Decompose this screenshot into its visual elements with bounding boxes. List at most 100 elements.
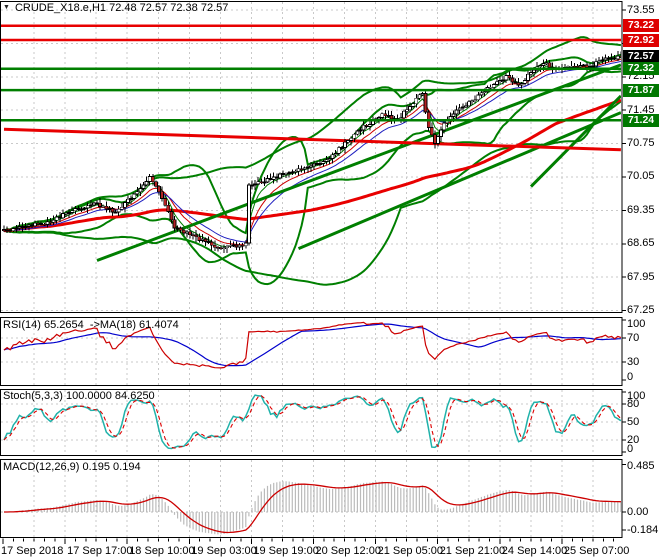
- candle-body: [293, 170, 298, 173]
- candle-body: [14, 227, 19, 230]
- time-axis-label: 17 Sep 17:00: [67, 545, 133, 557]
- candle-body: [110, 207, 115, 213]
- candle-body: [54, 216, 59, 221]
- candle-body: [429, 127, 434, 136]
- candle-body: [138, 187, 143, 193]
- candle-body: [414, 97, 419, 105]
- main-plot: [3, 36, 621, 286]
- candle-body: [482, 91, 487, 94]
- candle-body: [330, 154, 335, 160]
- price-axis-label: 73.55: [627, 3, 655, 16]
- candle-body: [460, 106, 465, 109]
- candle-body: [321, 160, 326, 164]
- candle-body: [594, 61, 598, 67]
- candle-body: [222, 247, 227, 250]
- candle-body: [494, 81, 499, 85]
- trendline-green: [297, 111, 621, 250]
- macd-axis-label: 0.00: [627, 505, 649, 518]
- price-axis-label: 69.35: [627, 203, 655, 216]
- candles: [2, 51, 621, 253]
- candle-body: [318, 163, 323, 165]
- candle-body: [463, 105, 468, 108]
- macd-signal-line: [4, 481, 621, 534]
- candle-body: [507, 75, 512, 79]
- candle-body: [166, 204, 171, 212]
- rsi-ma-line: [3, 323, 621, 367]
- candle-body: [591, 65, 595, 68]
- price-axis-label: 70.75: [627, 137, 655, 150]
- candle-body: [123, 202, 127, 208]
- candle-body: [470, 100, 475, 103]
- bollinger20-upper: [3, 53, 621, 235]
- candle-body: [467, 101, 471, 107]
- macd-axis-label: 0.485: [627, 460, 655, 472]
- candle-body: [243, 242, 248, 247]
- candle-body: [401, 110, 406, 119]
- stoch-d-line: [3, 395, 621, 449]
- candle-body: [163, 198, 168, 206]
- price-axis-label: 67.25: [627, 304, 655, 317]
- candle-body: [336, 147, 341, 154]
- candle-body: [615, 55, 620, 60]
- candle-body: [476, 94, 481, 101]
- candle-body: [172, 219, 177, 229]
- candle-body: [126, 198, 130, 203]
- candle-body: [346, 140, 351, 143]
- panel-splitter[interactable]: [0, 386, 622, 389]
- stoch-axis-label: 50: [627, 415, 640, 428]
- main-chart-area[interactable]: [1, 1, 621, 313]
- price-axis-label: 70.05: [627, 170, 655, 183]
- candle-body: [436, 136, 440, 144]
- price-label-box: 71.24: [623, 113, 659, 127]
- price-axis-label: 71.45: [627, 103, 655, 116]
- panel-splitter[interactable]: [0, 313, 622, 317]
- price-axis-label: 68.65: [627, 237, 655, 250]
- candle-body: [529, 72, 533, 75]
- candle-body: [194, 234, 199, 238]
- candle-body: [377, 117, 382, 120]
- candle-body: [457, 107, 462, 111]
- candle-body: [600, 59, 605, 62]
- candle-body: [277, 173, 282, 179]
- candle-body: [417, 94, 422, 99]
- candle-body: [339, 147, 344, 150]
- stoch-k-line: [3, 394, 621, 450]
- candle-body: [98, 202, 102, 207]
- candle-body: [619, 55, 621, 58]
- candle-body: [491, 83, 496, 88]
- rsi-indicator-label: RSI(14) 65.2654 ->MA(18) 61.4074: [3, 319, 179, 331]
- time-axis-label: 18 Sep 10:00: [129, 545, 195, 557]
- candle-body: [547, 62, 552, 68]
- candle-body: [178, 227, 183, 231]
- candle-body: [538, 65, 543, 68]
- candle-body: [501, 79, 506, 82]
- price-label-box: 72.57: [623, 50, 659, 64]
- candle-body: [343, 141, 347, 149]
- candle-body: [352, 133, 357, 139]
- rsi-axis-label: 30: [627, 355, 640, 368]
- candle-body: [212, 244, 217, 248]
- candle-body: [405, 109, 409, 112]
- candle-body: [408, 106, 413, 111]
- candle-body: [262, 181, 267, 184]
- candle-body: [116, 208, 121, 213]
- time-axis-label: 21 Sep 05:00: [377, 545, 444, 557]
- candle-body: [324, 159, 329, 162]
- candle-body: [129, 198, 134, 200]
- candle-body: [132, 193, 137, 199]
- candle-body: [265, 178, 270, 183]
- candle-body: [541, 63, 546, 66]
- rsi-axis-label: 0: [627, 371, 634, 383]
- price-label-box: 72.32: [623, 62, 659, 76]
- candle-body: [160, 191, 165, 199]
- panel-splitter[interactable]: [0, 456, 622, 459]
- candle-body: [510, 77, 515, 83]
- collapse-arrow-icon[interactable]: ▼: [3, 4, 10, 11]
- candle-body: [144, 181, 149, 186]
- candle-body: [519, 83, 524, 86]
- trendline-green: [529, 94, 621, 188]
- candle-body: [225, 245, 230, 249]
- candle-body: [454, 109, 459, 115]
- panel-borders: [0, 1, 626, 544]
